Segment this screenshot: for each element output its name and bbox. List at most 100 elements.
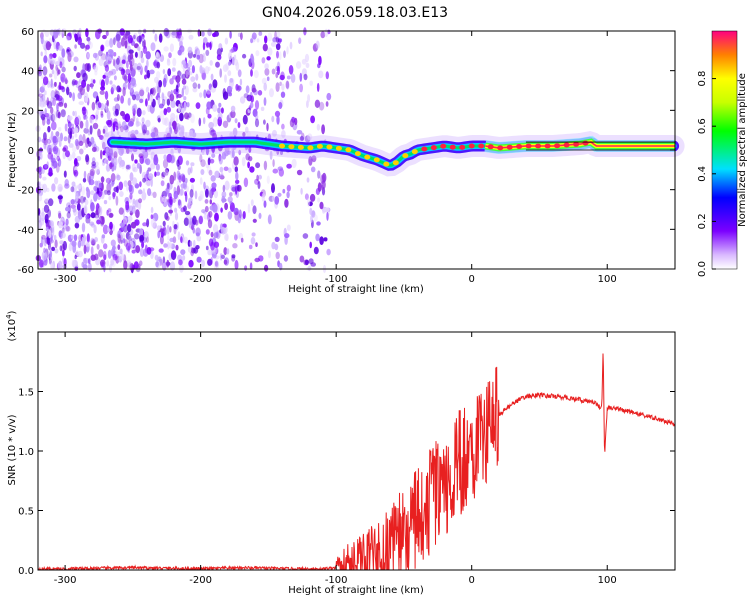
spectrogram-noise-cell <box>45 113 51 118</box>
spectrogram-noise-cell <box>193 239 196 250</box>
spectrogram-noise-cell <box>214 231 219 237</box>
spectrogram-noise-cell <box>283 255 289 262</box>
spectrogram-noise-cell <box>82 264 88 270</box>
spectrogram-noise-cell <box>281 123 285 130</box>
spectrogram-noise-cell <box>104 90 109 100</box>
spectrogram-noise-cell <box>55 110 61 118</box>
spectrogram-noise-cell <box>321 187 326 196</box>
spectrogram-noise-cell <box>66 35 70 42</box>
spectrogram-noise-cell <box>252 205 257 215</box>
spectrogram-noise-cell <box>210 175 216 182</box>
spectrogram-noise-cell <box>87 53 90 58</box>
spectrogram-noise-cell <box>53 69 58 80</box>
spectrogram-noise-cell <box>42 176 47 181</box>
spectrogram-noise-cell <box>251 55 255 65</box>
spectrogram-noise-cell <box>138 189 143 195</box>
spectrogram-noise-cell <box>284 198 289 208</box>
spectrogram-noise-cell <box>271 195 275 202</box>
spectrogram-noise-cell <box>57 195 63 200</box>
spectrogram-noise-cell <box>177 30 182 39</box>
spectrogram-noise-cell <box>232 127 238 137</box>
spectrogram-noise-cell <box>94 165 100 174</box>
spectrogram-noise-cell <box>275 36 280 43</box>
spectrogram-noise-cell <box>218 102 222 108</box>
spectrogram-noise-cell <box>229 192 233 197</box>
spectrogram-noise-cell <box>274 236 280 242</box>
spectrogram-noise-cell <box>268 250 271 259</box>
spectrogram-noise-cell <box>137 201 142 210</box>
spectrogram-noise-cell <box>212 104 218 112</box>
spectrogram-noise-cell <box>263 97 267 106</box>
spectrogram-noise-cell <box>70 235 74 239</box>
spectrogram-noise-cell <box>181 73 186 80</box>
spectrogram-noise-cell <box>216 48 222 57</box>
spectrogram-noise-cell <box>163 154 167 160</box>
spectrogram-noise-cell <box>195 48 200 57</box>
spectrogram-noise-cell <box>224 180 230 191</box>
spectrogram-noise-cell <box>214 212 219 222</box>
ridge-hot-spot <box>525 143 532 149</box>
spectrogram-noise-cell <box>78 234 83 242</box>
spectrogram-noise-cell <box>39 99 45 108</box>
spectrogram-noise-cell <box>90 212 96 219</box>
spectrogram-noise-cell <box>124 39 128 49</box>
spectrogram-noise-cell <box>203 55 207 62</box>
spectrogram-noise-cell <box>71 240 77 247</box>
spectrogram-noise-cell <box>111 68 117 75</box>
snr-x-tick-label: -100 <box>325 575 348 586</box>
spectrogram-noise-cell <box>263 119 266 125</box>
spectrogram-noise-cell <box>136 162 141 169</box>
spectrogram-noise-cell <box>269 88 274 98</box>
spectrogram-noise-cell <box>59 132 64 142</box>
spectrogram-noise-cell <box>206 101 212 110</box>
spectrogram-noise-cell <box>135 245 141 254</box>
spectrogram-noise-cell <box>81 236 84 247</box>
spectrogram-noise-cell <box>152 61 157 67</box>
spectrogram-noise-cell <box>208 210 213 218</box>
spectrogram-noise-cell <box>137 29 142 35</box>
spectrogram-noise-cell <box>286 224 291 231</box>
spectrogram-noise-cell <box>113 157 118 167</box>
spectrogram-noise-cell <box>55 64 58 71</box>
spectrogram-noise-cell <box>175 84 179 93</box>
spectrogram-noise-cell <box>230 184 236 192</box>
spectrogram-noise-cell <box>181 125 185 135</box>
spectrogram-noise-cell <box>189 188 194 198</box>
spectrogram-noise-cell <box>87 40 91 46</box>
spectrogram-noise-cell <box>60 232 66 239</box>
spectrogram-noise-cell <box>89 125 93 135</box>
spectrogram-noise-cell <box>131 153 134 162</box>
spectrogram-noise-cell <box>115 125 119 131</box>
spectrogram-noise-cell <box>209 158 215 164</box>
spectrogram-noise-cell <box>202 42 206 51</box>
spectrogram-noise-cell <box>94 237 98 243</box>
spectrogram-noise-cell <box>164 228 170 236</box>
spectrogram-noise-cell <box>133 34 136 40</box>
spectrogram-noise-cell <box>112 105 117 112</box>
spectrogram-noise-cell <box>281 83 285 91</box>
spectrogram-noise-cell <box>242 211 246 219</box>
spectrogram-noise-cell <box>110 239 116 247</box>
spectrogram-noise-cell <box>83 170 87 179</box>
spectrogram-noise-cell <box>64 183 70 189</box>
spectrogram-noise-cell <box>146 236 149 243</box>
ridge-hot-spot <box>411 149 418 155</box>
spectrogram-noise-cell <box>61 48 66 58</box>
spectrogram-noise-cell <box>270 41 277 47</box>
snr-plot-area <box>38 332 675 570</box>
spectrogram-noise-cell <box>183 236 188 244</box>
spectrogram-noise-cell <box>128 184 133 192</box>
spectrogram-noise-cell <box>74 110 77 118</box>
spectrogram-noise-cell <box>97 102 102 109</box>
spectrogram-noise-cell <box>88 179 95 186</box>
ridge-hot-spot <box>326 144 333 150</box>
spectrogram-noise-cell <box>240 237 244 243</box>
spectrogram-noise-cell <box>90 202 95 212</box>
spectrogram-noise-cell <box>57 210 62 216</box>
spectrogram-noise-cell <box>214 260 219 268</box>
spectrogram-noise-cell <box>51 183 56 192</box>
spectrogram-noise-cell <box>166 224 170 235</box>
spectrogram-noise-cell <box>141 117 145 124</box>
spectrogram-noise-cell <box>223 166 229 172</box>
